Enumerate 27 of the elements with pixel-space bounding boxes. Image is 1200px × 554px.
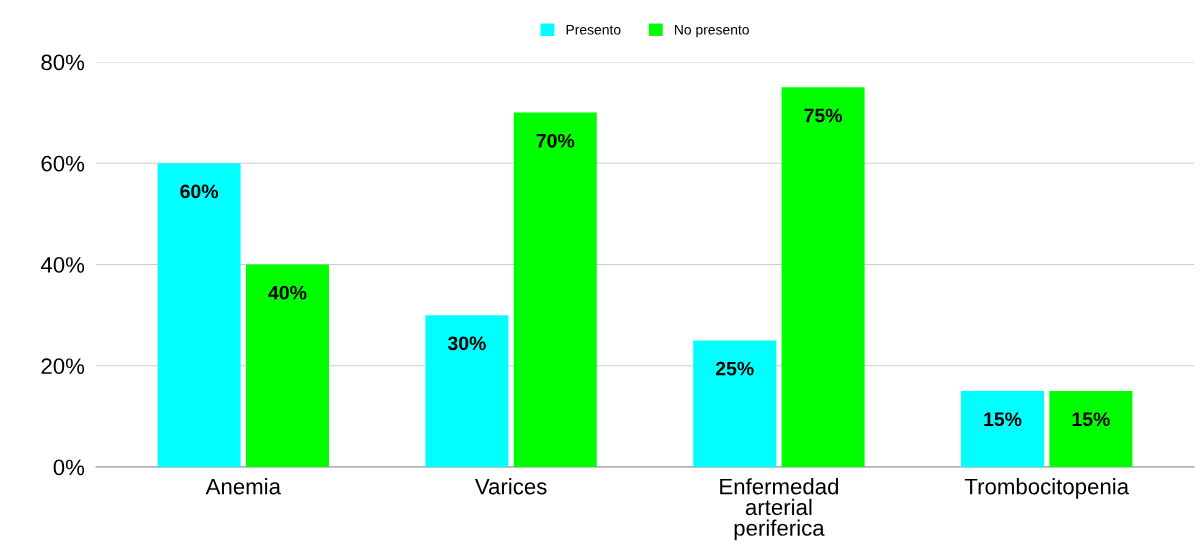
data-label: 60%	[180, 184, 219, 199]
y-tick-label: 20%	[41, 358, 85, 375]
y-tick-label: 40%	[40, 257, 85, 273]
bar	[961, 391, 1045, 467]
legend-label: No presento	[674, 24, 749, 38]
x-tick-label: Trombocitopenia	[964, 478, 1130, 499]
bar	[1049, 391, 1133, 467]
y-tick-label: 60%	[41, 155, 85, 172]
data-label: 25%	[715, 361, 754, 376]
bar	[693, 340, 777, 467]
data-label: 40%	[268, 285, 307, 300]
legend-label: Presento	[566, 24, 621, 35]
bar	[513, 112, 597, 467]
x-tick-label: Varices	[474, 478, 547, 495]
bar	[157, 163, 241, 467]
x-tick-label: Enfermedad arterial periferica	[720, 478, 839, 541]
data-label: 15%	[1072, 412, 1110, 427]
y-tick-label: 0%	[53, 459, 85, 476]
bar	[245, 264, 329, 467]
bar	[781, 87, 865, 467]
x-tick-label: Anemia	[205, 478, 281, 495]
data-label: 15%	[984, 412, 1022, 427]
bar	[425, 315, 509, 467]
data-label: 75%	[804, 108, 843, 123]
data-label: 70%	[536, 133, 575, 148]
y-tick-label: 80%	[41, 54, 85, 71]
data-label: 30%	[447, 336, 486, 351]
